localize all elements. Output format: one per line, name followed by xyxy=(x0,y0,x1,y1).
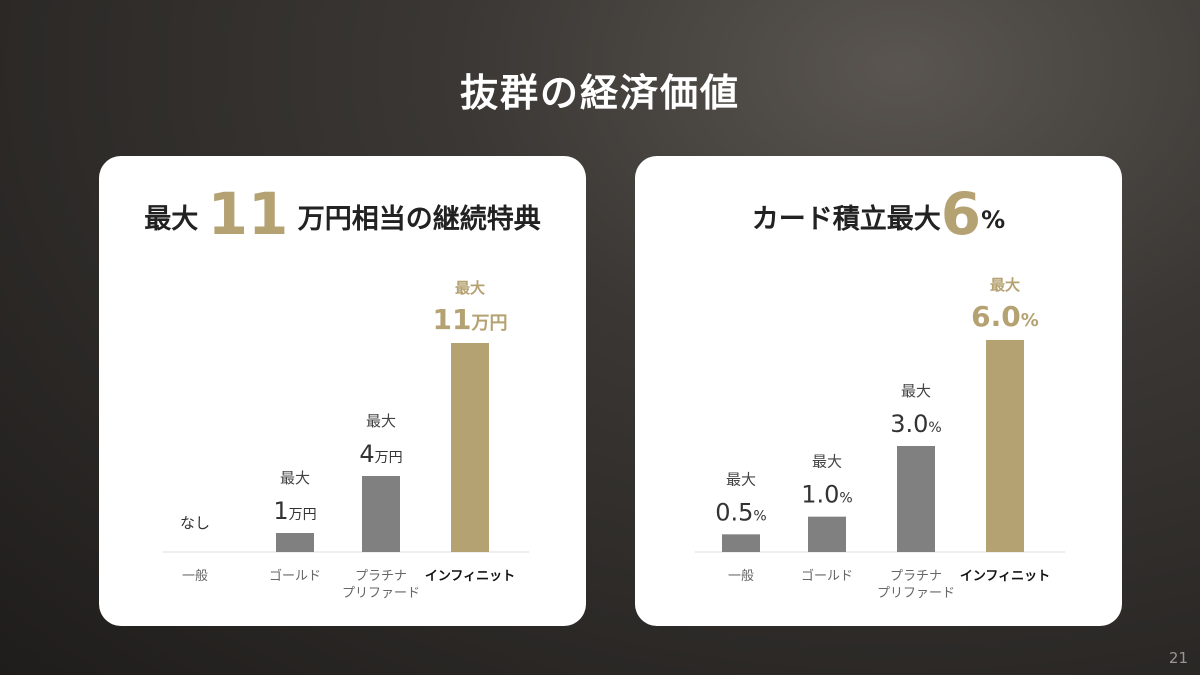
data-label-value: 1.0% xyxy=(801,481,852,509)
category-label: プラチナプリファード xyxy=(342,569,420,601)
data-label-value: 0.5% xyxy=(715,498,766,526)
bar-3 xyxy=(451,343,489,552)
data-label-value: 11万円 xyxy=(433,303,508,336)
data-label-prefix: 最大 xyxy=(366,412,396,430)
category-label: プラチナプリファード xyxy=(877,569,955,601)
data-label-prefix: 最大 xyxy=(280,469,310,487)
data-label-prefix: 最大 xyxy=(455,279,485,297)
category-label: 一般 xyxy=(182,568,208,584)
heading-suffix: % xyxy=(981,206,1006,234)
category-label: ゴールド xyxy=(801,568,853,584)
heading-highlight: 11 xyxy=(207,180,289,248)
heading-prefix: カード積立最大 xyxy=(751,204,941,235)
data-label-value: 4万円 xyxy=(359,440,402,468)
heading-highlight: 6 xyxy=(940,180,982,248)
card-heading-left: 最大 11 万円相当の継続特典 xyxy=(99,184,586,244)
card-heading-right: カード積立最大6% xyxy=(635,184,1122,244)
data-label-value: なし xyxy=(180,514,210,532)
bar-3 xyxy=(986,340,1024,552)
heading-prefix: 最大 xyxy=(144,204,199,235)
bar-1 xyxy=(808,516,846,552)
page-number: 21 xyxy=(1168,649,1188,667)
bar-2 xyxy=(897,446,935,552)
slide-title: 抜群の経済価値 xyxy=(459,71,740,115)
category-label: 一般 xyxy=(728,568,754,584)
bar-0 xyxy=(722,534,760,552)
category-label: インフィニット xyxy=(425,569,515,584)
category-label: インフィニット xyxy=(960,569,1050,584)
bar-chart-savings-rate: 最大 0.5% 一般 最大 1.0% ゴールド 最大 3.0% プラチナプリファード 最大 6.0%… xyxy=(695,276,1065,601)
data-label-value: 1万円 xyxy=(273,497,316,525)
heading-suffix: 万円相当の継続特典 xyxy=(297,204,541,235)
data-label-value: 3.0% xyxy=(890,410,941,438)
data-label-prefix: 最大 xyxy=(990,276,1020,294)
category-label: ゴールド xyxy=(269,568,321,584)
data-label-prefix: 最大 xyxy=(812,453,842,471)
data-label-prefix: 最大 xyxy=(726,470,756,488)
data-label-value: 6.0% xyxy=(971,300,1039,333)
bar-2 xyxy=(362,476,400,552)
reward-card-right: カード積立最大6% 最大 0.5% 一般 最大 1.0% ゴールド 最大 3.0% プラチナプリ… xyxy=(635,156,1122,626)
reward-card-left: 最大 11 万円相当の継続特典 なし一般 最大 1万円ゴールド 最大 4万円プラチナプリ… xyxy=(99,156,586,626)
bar-1 xyxy=(276,533,314,552)
data-label-prefix: 最大 xyxy=(901,382,931,400)
